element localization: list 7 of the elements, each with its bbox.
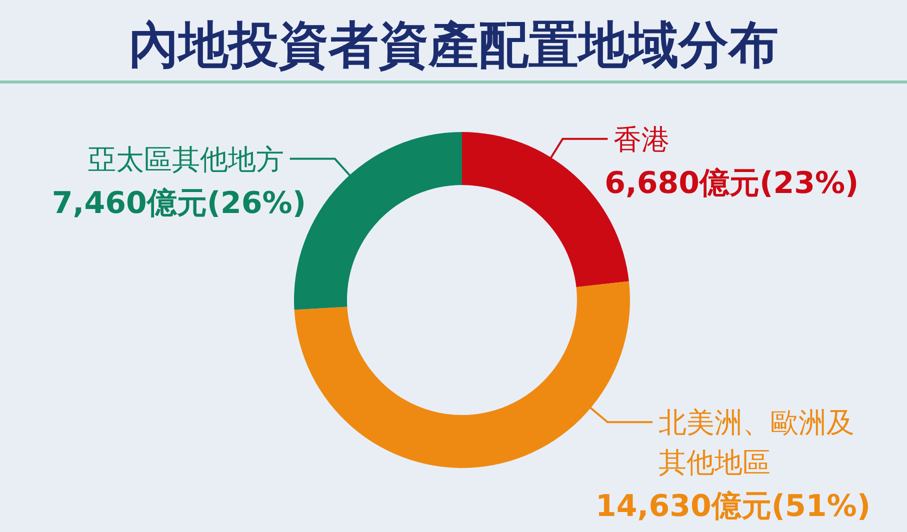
chart-title: 內地投資者資產配置地域分布 — [128, 15, 778, 74]
data-label: 14,630億元(51%) — [596, 489, 871, 524]
data-label: 7,460億元(26%) — [52, 186, 306, 221]
slice-label: 北美洲、歐洲及其他地區 — [658, 406, 855, 480]
data-label: 6,680億元(23%) — [604, 166, 859, 201]
slice-label: 香港 — [614, 122, 670, 156]
slice-label: 亞太區其他地方 — [88, 142, 284, 176]
